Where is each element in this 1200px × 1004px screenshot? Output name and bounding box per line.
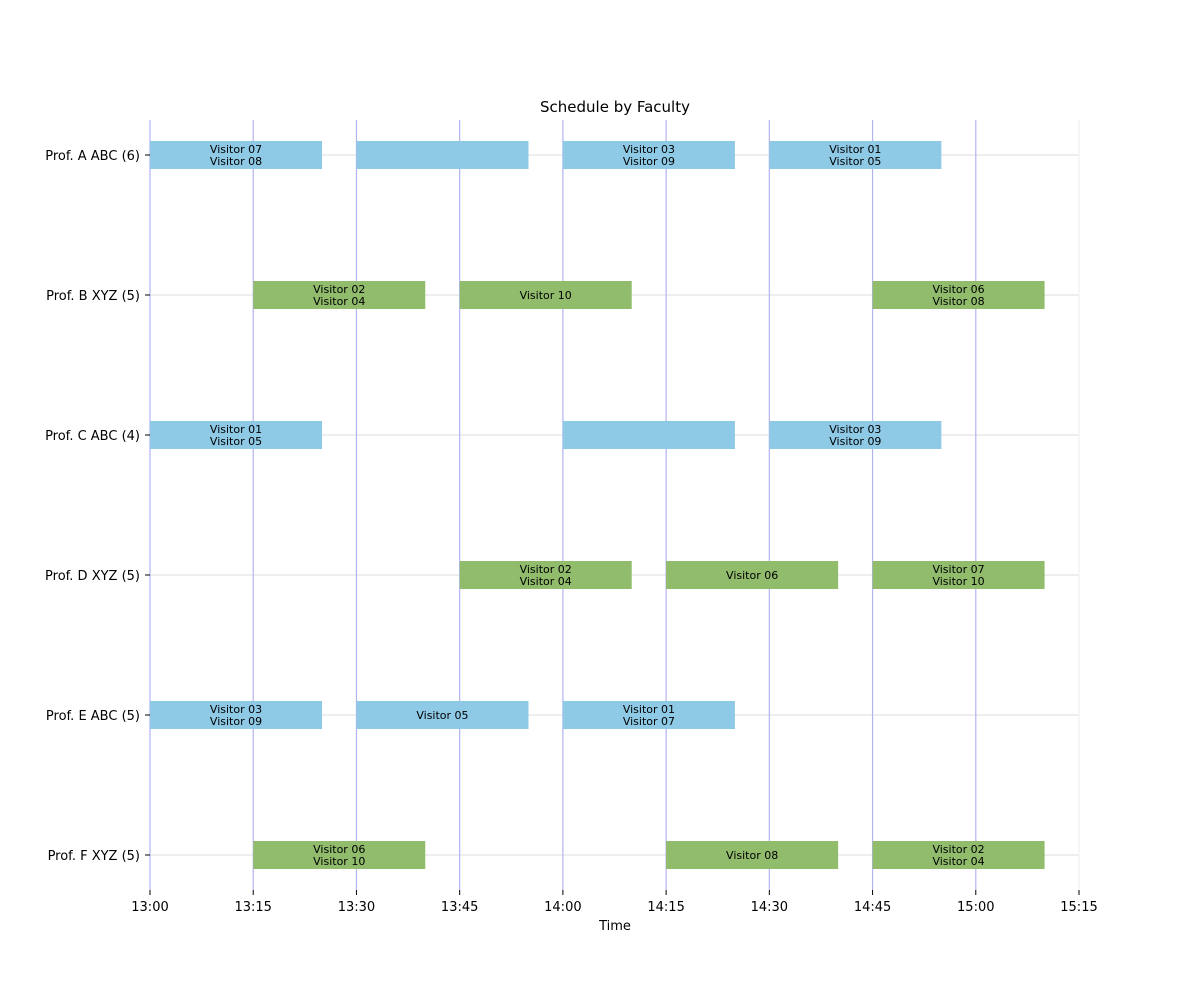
y-tick-label: Prof. F XYZ (5) [48, 849, 140, 864]
meeting-bar [562, 141, 735, 169]
meeting-visitor-label: Visitor 03 [623, 143, 675, 156]
meeting-bar [562, 701, 735, 729]
meeting-bar [872, 841, 1045, 869]
meeting-bar [150, 421, 323, 449]
meeting-bar [150, 141, 323, 169]
meeting-bar [666, 561, 839, 589]
meeting-bar [872, 561, 1045, 589]
meeting-visitor-label: Visitor 02 [932, 843, 984, 856]
meeting-bar [666, 841, 839, 869]
meeting-visitor-label: Visitor 10 [932, 575, 984, 588]
meeting-bar [769, 141, 942, 169]
x-tick-label: 14:00 [544, 900, 581, 915]
meeting-bar [459, 281, 632, 309]
x-tick-label: 13:00 [131, 900, 168, 915]
x-tick-label: 13:30 [338, 900, 375, 915]
meeting-visitor-label: Visitor 05 [829, 155, 881, 168]
meeting-visitor-label: Visitor 03 [829, 423, 881, 436]
axes: Prof. A ABC (6) Prof. B XYZ (5) Prof. C AB… [45, 149, 1098, 915]
meeting-visitor-label: Visitor 05 [416, 709, 468, 722]
meeting-visitor-label: Visitor 08 [210, 155, 262, 168]
horizontal-gridlines [150, 154, 1079, 856]
meeting-visitor-label: Visitor 04 [932, 855, 984, 868]
meeting-visitor-label: Visitor 01 [623, 703, 675, 716]
meeting-visitor-label: Visitor 04 [313, 295, 365, 308]
y-tick-label: Prof. E ABC (5) [46, 709, 140, 724]
y-tick-label: Prof. D XYZ (5) [45, 569, 140, 584]
x-tick-label: 13:45 [441, 900, 478, 915]
meeting-visitor-label: Visitor 08 [932, 295, 984, 308]
meeting-visitor-label: Visitor 07 [932, 563, 984, 576]
x-tick-label: 14:45 [854, 900, 891, 915]
x-tick-label: 14:15 [647, 900, 684, 915]
meeting-visitor-label: Visitor 02 [520, 563, 572, 576]
meeting-visitor-label: Visitor 05 [210, 435, 262, 448]
meeting-visitor-label: Visitor 08 [726, 849, 778, 862]
meeting-bar [459, 561, 632, 589]
meeting-visitor-label: Visitor 01 [210, 423, 262, 436]
y-tick-label: Prof. A ABC (6) [45, 149, 140, 164]
meeting-visitor-label: Visitor 09 [623, 155, 675, 168]
meeting-visitor-label: Visitor 06 [313, 843, 365, 856]
meeting-visitor-label: Visitor 09 [829, 435, 881, 448]
meeting-visitor-label: Visitor 06 [932, 283, 984, 296]
meeting-bar [253, 281, 426, 309]
meeting-bar [872, 281, 1045, 309]
y-tick-label: Prof. C ABC (4) [45, 429, 140, 444]
meeting-bar [769, 421, 942, 449]
meeting-visitor-label: Visitor 03 [210, 703, 262, 716]
x-tick-label: 13:15 [234, 900, 271, 915]
meeting-visitor-label: Visitor 10 [520, 289, 572, 302]
meeting-bar [562, 421, 735, 449]
meeting-visitor-label: Visitor 07 [623, 715, 675, 728]
meeting-visitor-label: Visitor 04 [520, 575, 572, 588]
y-tick-label: Prof. B XYZ (5) [46, 289, 140, 304]
vertical-gridlines [149, 120, 1080, 890]
meeting-bar [253, 841, 426, 869]
x-tick-label: 14:30 [751, 900, 788, 915]
meeting-visitor-label: Visitor 07 [210, 143, 262, 156]
meeting-bar [356, 701, 529, 729]
meeting-visitor-label: Visitor 06 [726, 569, 778, 582]
meeting-visitor-label: Visitor 09 [210, 715, 262, 728]
x-tick-label: 15:15 [1060, 900, 1097, 915]
meeting-visitor-label: Visitor 01 [829, 143, 881, 156]
meeting-bar [150, 701, 323, 729]
x-tick-label: 15:00 [957, 900, 994, 915]
meeting-bar [356, 141, 529, 169]
meeting-visitor-label: Visitor 10 [313, 855, 365, 868]
meeting-visitor-label: Visitor 02 [313, 283, 365, 296]
chart-title: Schedule by Faculty [540, 98, 690, 116]
x-axis-label: Time [598, 919, 631, 934]
